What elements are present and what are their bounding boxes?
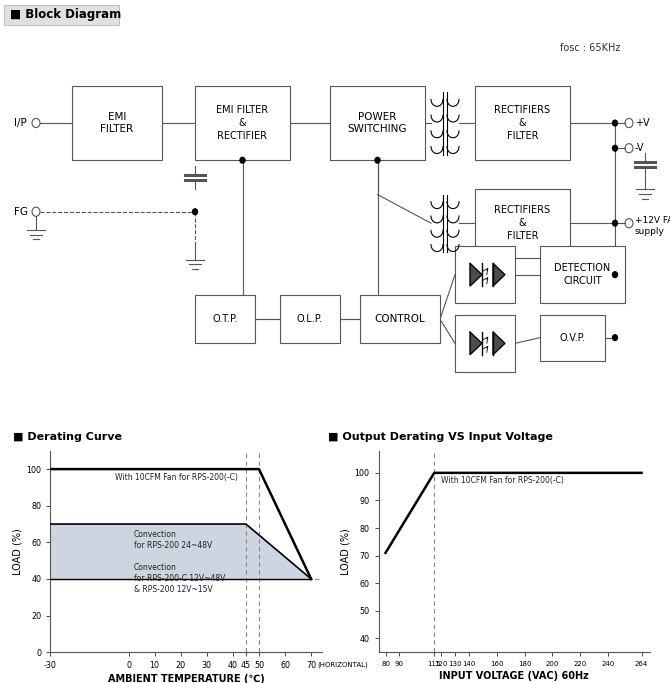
Y-axis label: LOAD (%): LOAD (%) — [340, 528, 350, 575]
Circle shape — [612, 145, 618, 151]
Circle shape — [375, 157, 380, 163]
Bar — [540, 315, 605, 361]
X-axis label: INPUT VOLTAGE (VAC) 60Hz: INPUT VOLTAGE (VAC) 60Hz — [440, 671, 589, 682]
Text: -V: -V — [635, 143, 645, 153]
Circle shape — [192, 209, 198, 214]
Text: With 10CFM Fan for RPS-200(-C): With 10CFM Fan for RPS-200(-C) — [115, 473, 239, 482]
Circle shape — [612, 120, 618, 126]
Circle shape — [612, 272, 618, 277]
Text: CONTROL: CONTROL — [375, 314, 425, 324]
Polygon shape — [470, 332, 482, 354]
Text: O.T.P.: O.T.P. — [212, 314, 238, 324]
Bar — [360, 295, 440, 344]
Bar — [280, 295, 340, 344]
Text: Convection
for RPS-200 24~48V: Convection for RPS-200 24~48V — [134, 529, 212, 550]
Bar — [330, 86, 425, 161]
Y-axis label: LOAD (%): LOAD (%) — [12, 528, 22, 575]
X-axis label: AMBIENT TEMPERATURE (℃): AMBIENT TEMPERATURE (℃) — [108, 674, 264, 683]
Text: ■ Derating Curve: ■ Derating Curve — [13, 432, 123, 442]
Text: RECTIFIERS
&
FILTER: RECTIFIERS & FILTER — [494, 105, 551, 141]
Text: Convection
for RPS-200-C 12V~48V
& RPS-200 12V~15V: Convection for RPS-200-C 12V~48V & RPS-2… — [134, 563, 225, 594]
Text: +V: +V — [635, 118, 650, 128]
Text: O.V.P.: O.V.P. — [559, 333, 586, 343]
Text: DETECTION
CIRCUIT: DETECTION CIRCUIT — [554, 263, 610, 286]
Text: +12V FAN
supply: +12V FAN supply — [635, 217, 670, 236]
Text: FG: FG — [14, 207, 28, 217]
Text: With 10CFM Fan for RPS-200(-C): With 10CFM Fan for RPS-200(-C) — [441, 475, 564, 485]
Text: I/P: I/P — [14, 118, 27, 128]
Bar — [195, 86, 290, 161]
Text: RECTIFIERS
&
FILTER: RECTIFIERS & FILTER — [494, 206, 551, 241]
Text: O.L.P.: O.L.P. — [297, 314, 323, 324]
Bar — [455, 315, 515, 372]
Text: ■ Output Derating VS Input Voltage: ■ Output Derating VS Input Voltage — [328, 432, 553, 442]
Circle shape — [612, 335, 618, 341]
Bar — [72, 86, 162, 161]
Polygon shape — [470, 263, 482, 286]
Polygon shape — [493, 332, 505, 354]
Bar — [540, 246, 625, 303]
Text: EMI FILTER
&
RECTIFIER: EMI FILTER & RECTIFIER — [216, 105, 269, 141]
Text: fosc : 65KHz: fosc : 65KHz — [559, 44, 620, 53]
Text: (HORIZONTAL): (HORIZONTAL) — [318, 662, 368, 669]
Bar — [4, 5, 119, 25]
Polygon shape — [493, 263, 505, 286]
Bar — [475, 189, 570, 257]
Text: ■ Block Diagram: ■ Block Diagram — [10, 8, 121, 21]
Text: POWER
SWITCHING: POWER SWITCHING — [348, 111, 407, 135]
Bar — [455, 246, 515, 303]
Bar — [475, 86, 570, 161]
Circle shape — [240, 157, 245, 163]
Bar — [195, 295, 255, 344]
Circle shape — [612, 221, 618, 226]
Text: EMI
FILTER: EMI FILTER — [100, 111, 133, 135]
